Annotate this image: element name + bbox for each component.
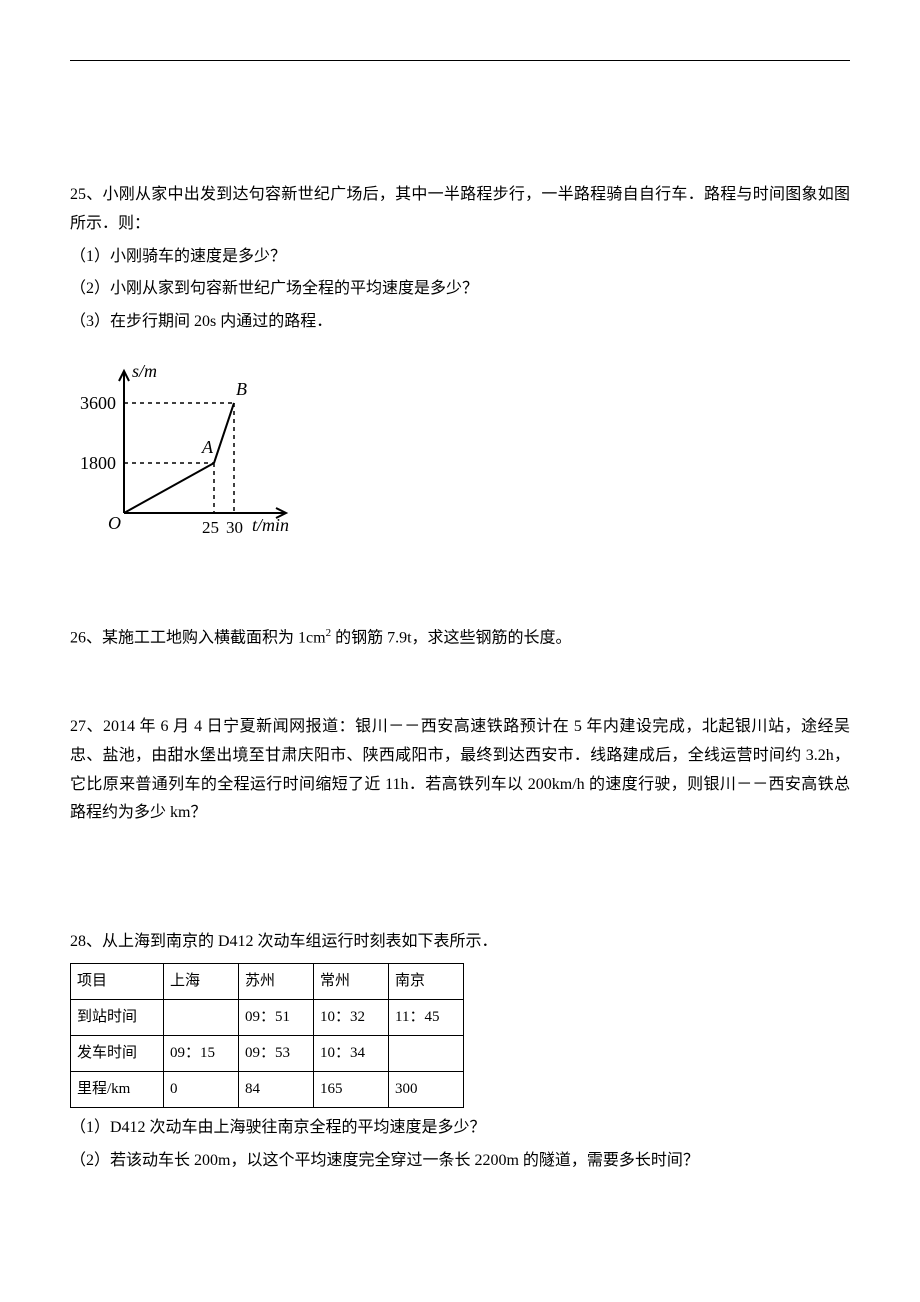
cell: 11：45 — [389, 999, 464, 1035]
row-arrive-label: 到站时间 — [71, 999, 164, 1035]
question-25: 25、小刚从家中出发到达句容新世纪广场后，其中一半路程步行，一半路程骑自自行车．… — [70, 181, 850, 564]
table-row: 项目 上海 苏州 常州 南京 — [71, 963, 464, 999]
y-tick-1800: 1800 — [80, 453, 116, 473]
th-changzhou: 常州 — [314, 963, 389, 999]
cell: 09：15 — [164, 1035, 239, 1071]
q25-graph: s/m 3600 1800 A B O 25 30 — [74, 353, 850, 564]
cell: 10：32 — [314, 999, 389, 1035]
table-row: 发车时间 09：15 09：53 10：34 — [71, 1035, 464, 1071]
top-rule — [70, 60, 850, 61]
q26-text-b: 的钢筋 7.9t，求这些钢筋的长度。 — [331, 629, 571, 646]
q28-intro: 28、从上海到南京的 D412 次动车组运行时刻表如下表所示． — [70, 928, 850, 957]
table-row: 里程/km 0 84 165 300 — [71, 1071, 464, 1107]
cell: 0 — [164, 1071, 239, 1107]
table-row: 到站时间 09：51 10：32 11：45 — [71, 999, 464, 1035]
origin-label: O — [108, 513, 121, 533]
question-26: 26、某施工工地购入横截面积为 1cm2 的钢筋 7.9t，求这些钢筋的长度。 — [70, 624, 850, 653]
cell: 300 — [389, 1071, 464, 1107]
q26-text-a: 26、某施工工地购入横截面积为 1cm — [70, 629, 326, 646]
cell: 09：51 — [239, 999, 314, 1035]
th-shanghai: 上海 — [164, 963, 239, 999]
row-depart-label: 发车时间 — [71, 1035, 164, 1071]
cell — [389, 1035, 464, 1071]
point-a-label: A — [201, 437, 214, 457]
q28-part1: （1）D412 次动车由上海驶往南京全程的平均速度是多少？ — [70, 1114, 850, 1143]
x-tick-25: 25 — [202, 518, 219, 537]
y-axis-label: s/m — [132, 361, 157, 381]
question-27: 27、2014 年 6 月 4 日宁夏新闻网报道：银川－－西安高速铁路预计在 5… — [70, 713, 850, 828]
cell: 10：34 — [314, 1035, 389, 1071]
distance-time-graph: s/m 3600 1800 A B O 25 30 — [74, 353, 314, 553]
th-nanjing: 南京 — [389, 963, 464, 999]
q28-part2: （2）若该动车长 200m，以这个平均速度完全穿过一条长 2200m 的隧道，需… — [70, 1147, 850, 1176]
cell: 84 — [239, 1071, 314, 1107]
q25-part1: （1）小刚骑车的速度是多少？ — [70, 243, 850, 272]
cell: 165 — [314, 1071, 389, 1107]
cell: 09：53 — [239, 1035, 314, 1071]
timetable: 项目 上海 苏州 常州 南京 到站时间 09：51 10：32 11：45 发车… — [70, 963, 464, 1108]
th-item: 项目 — [71, 963, 164, 999]
q25-part3: （3）在步行期间 20s 内通过的路程． — [70, 308, 850, 337]
q26-text: 26、某施工工地购入横截面积为 1cm2 的钢筋 7.9t，求这些钢筋的长度。 — [70, 624, 850, 653]
y-tick-3600: 3600 — [80, 393, 116, 413]
row-mileage-label: 里程/km — [71, 1071, 164, 1107]
q25-part2: （2）小刚从家到句容新世纪广场全程的平均速度是多少？ — [70, 275, 850, 304]
q25-intro: 25、小刚从家中出发到达句容新世纪广场后，其中一半路程步行，一半路程骑自自行车．… — [70, 181, 850, 239]
x-tick-30: 30 — [226, 518, 243, 537]
cell — [164, 999, 239, 1035]
q27-text: 27、2014 年 6 月 4 日宁夏新闻网报道：银川－－西安高速铁路预计在 5… — [70, 713, 850, 828]
question-28: 28、从上海到南京的 D412 次动车组运行时刻表如下表所示． 项目 上海 苏州… — [70, 928, 850, 1175]
x-axis-label: t/min — [252, 515, 289, 535]
th-suzhou: 苏州 — [239, 963, 314, 999]
point-b-label: B — [236, 379, 247, 399]
